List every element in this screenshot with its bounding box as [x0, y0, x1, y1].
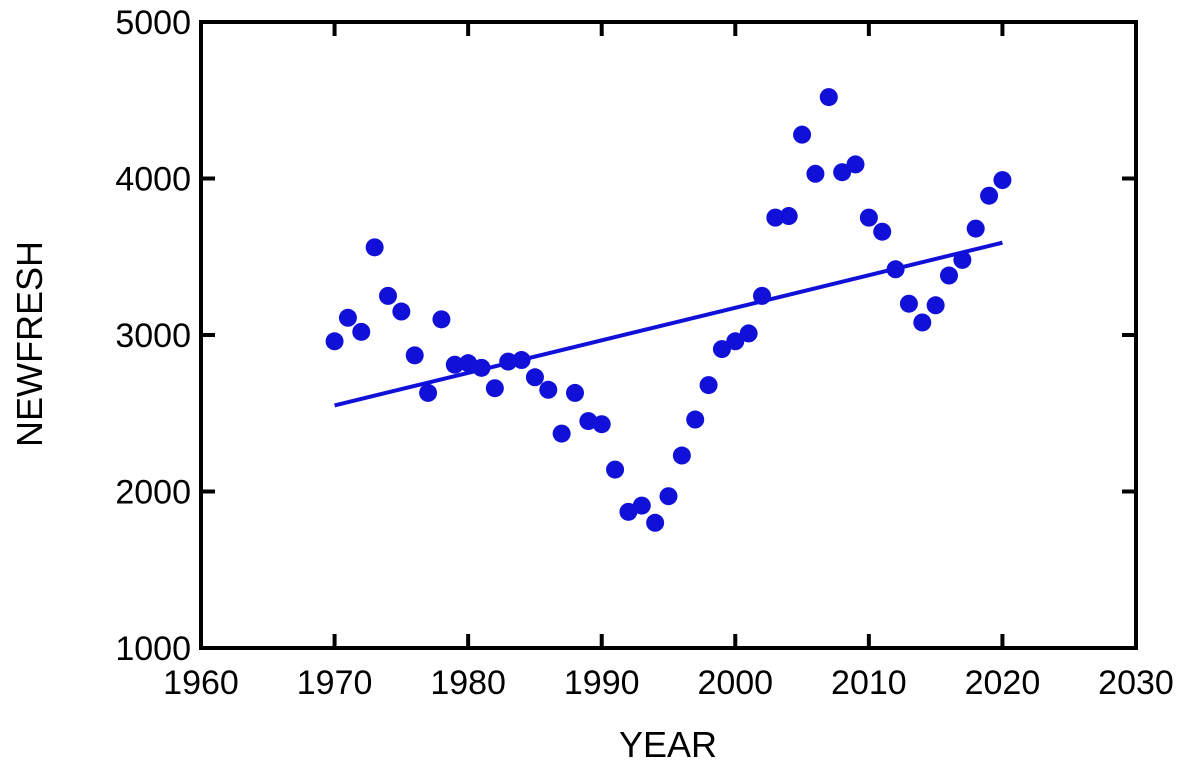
- data-point: [846, 155, 865, 174]
- y-tick-label: 5000: [115, 4, 191, 42]
- x-tick-label: 2010: [831, 664, 907, 702]
- data-point: [566, 383, 584, 402]
- data-point: [499, 352, 518, 371]
- x-tick-label: 2030: [1098, 664, 1174, 702]
- data-point: [419, 383, 438, 402]
- data-point: [859, 208, 878, 227]
- axes: [199, 20, 1138, 650]
- y-axis-label: NEWFRESH: [9, 241, 50, 447]
- data-point: [365, 238, 384, 257]
- data-point: [606, 460, 625, 479]
- data-point: [966, 219, 985, 238]
- data-point: [352, 322, 371, 341]
- data-point: [338, 308, 357, 327]
- data-point: [672, 446, 691, 465]
- data-point: [833, 163, 852, 182]
- data-point: [646, 513, 665, 532]
- tick-marks: [199, 20, 1138, 650]
- data-point: [913, 313, 932, 332]
- y-tick-label: 3000: [115, 317, 191, 355]
- y-tick-label: 2000: [115, 474, 191, 512]
- data-point: [980, 186, 999, 205]
- x-axis-label: YEAR: [619, 724, 717, 765]
- data-point: [525, 368, 544, 387]
- y-tick-label: 1000: [115, 630, 191, 668]
- data-point: [926, 296, 945, 315]
- data-point: [873, 222, 892, 241]
- data-point: [445, 355, 464, 374]
- data-point: [632, 496, 651, 515]
- x-tick-label: 2020: [965, 664, 1041, 702]
- data-point: [739, 324, 758, 343]
- data-point: [793, 125, 812, 144]
- x-tick-label: 1960: [163, 664, 239, 702]
- data-point: [819, 88, 838, 107]
- data-point: [726, 332, 745, 351]
- data-point: [953, 250, 972, 269]
- data-point: [686, 410, 705, 429]
- data-point: [699, 376, 718, 395]
- data-point: [485, 379, 504, 398]
- tick-labels: 1960 1970 1980 1990 2000 2010 2020 2030 1000 2000…: [115, 4, 1173, 702]
- data-point: [405, 346, 424, 365]
- data-point: [325, 332, 344, 351]
- data-point: [539, 380, 558, 399]
- x-tick-label: 1970: [297, 664, 373, 702]
- x-tick-label: 1990: [564, 664, 640, 702]
- data-point: [899, 294, 918, 313]
- data-point: [592, 415, 611, 434]
- data-point: [806, 164, 825, 183]
- data-point: [940, 266, 958, 285]
- x-tick-label: 1980: [430, 664, 506, 702]
- data-point: [886, 260, 905, 279]
- data-point: [379, 286, 397, 305]
- y-tick-label: 4000: [115, 161, 191, 199]
- data-point: [753, 286, 771, 305]
- data-point: [392, 302, 411, 321]
- data-point: [779, 207, 798, 226]
- data-point: [766, 208, 785, 227]
- data-point: [512, 351, 531, 370]
- data-point: [619, 502, 638, 521]
- data-point: [993, 171, 1012, 190]
- data-point: [432, 310, 451, 329]
- plot-frame: [199, 20, 1138, 650]
- data-point: [712, 340, 731, 359]
- data-points: [325, 88, 1012, 532]
- data-point: [659, 487, 678, 506]
- data-point: [472, 358, 491, 377]
- data-point: [552, 424, 571, 443]
- x-tick-label: 2000: [697, 664, 773, 702]
